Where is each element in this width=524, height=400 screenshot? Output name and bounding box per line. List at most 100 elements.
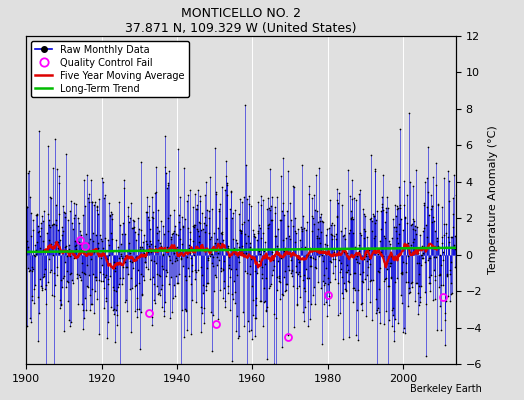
Point [386,274,395,280]
Point [435,252,444,259]
Point [350,269,358,276]
Point [338,274,346,280]
Point [244,318,252,324]
Point [230,249,238,256]
Point [148,322,157,328]
Point [187,281,195,288]
Point [113,312,121,319]
Point [114,255,123,261]
Point [315,165,323,172]
Point [116,222,125,228]
Point [236,196,244,202]
Point [446,266,454,273]
Point [192,299,201,306]
Point [249,297,257,304]
Point [279,155,288,161]
Point [206,309,215,315]
Point [340,232,348,238]
Point [72,242,80,248]
Point [314,235,323,241]
Point [322,299,330,305]
Point [245,328,253,334]
Point [433,242,442,249]
Point [301,304,309,310]
Point [442,220,450,227]
Point [248,227,257,233]
Point [83,194,92,201]
Point [60,214,69,221]
Point [167,236,175,242]
Point [302,252,311,258]
Point [373,362,381,368]
Point [124,219,133,226]
Point [204,207,213,214]
Point [214,250,223,256]
Point [224,245,232,252]
Point [178,214,187,220]
Point [193,202,201,209]
Point [420,201,428,208]
Point [336,269,344,275]
Point [233,272,242,278]
Point [96,269,104,276]
Point [278,236,287,243]
Point [394,205,402,211]
Point [203,257,212,264]
Point [54,227,62,233]
Point [103,256,112,262]
Point [361,256,369,262]
Point [401,214,409,220]
Point [432,160,440,166]
Point [352,197,361,203]
Point [331,276,339,282]
Point [138,292,146,299]
Point [199,226,208,232]
Point [252,315,260,321]
Point [88,286,96,292]
Point [438,204,446,210]
Point [301,266,310,272]
Point [37,220,45,226]
Point [208,251,216,257]
Point [345,271,354,277]
Point [48,220,57,227]
Point [61,244,70,250]
Point [300,225,308,232]
Point [200,220,208,226]
Point [99,270,107,277]
Point [339,232,347,239]
Point [50,270,58,276]
Point [111,265,119,271]
Point [97,255,105,262]
Point [52,202,60,208]
Point [180,334,188,340]
Point [443,271,451,277]
Title: MONTICELLO NO. 2
37.871 N, 109.329 W (United States): MONTICELLO NO. 2 37.871 N, 109.329 W (Un… [125,7,357,35]
Point [237,198,246,205]
Point [370,213,378,219]
Point [282,235,290,241]
Point [132,237,140,243]
Point [133,314,141,320]
Point [58,232,66,239]
Point [291,238,299,245]
Point [350,194,358,201]
Point [263,205,271,212]
Point [205,215,213,221]
Point [112,288,121,294]
Point [310,221,318,227]
Point [383,266,391,272]
Point [206,174,214,180]
Point [198,310,206,316]
Point [440,231,448,238]
Point [389,312,397,318]
Point [88,199,96,206]
Point [189,204,197,211]
Point [101,274,109,280]
Point [105,273,114,280]
Point [310,256,319,262]
Point [272,366,280,373]
Point [142,208,150,215]
Point [82,246,90,253]
Point [136,244,144,250]
